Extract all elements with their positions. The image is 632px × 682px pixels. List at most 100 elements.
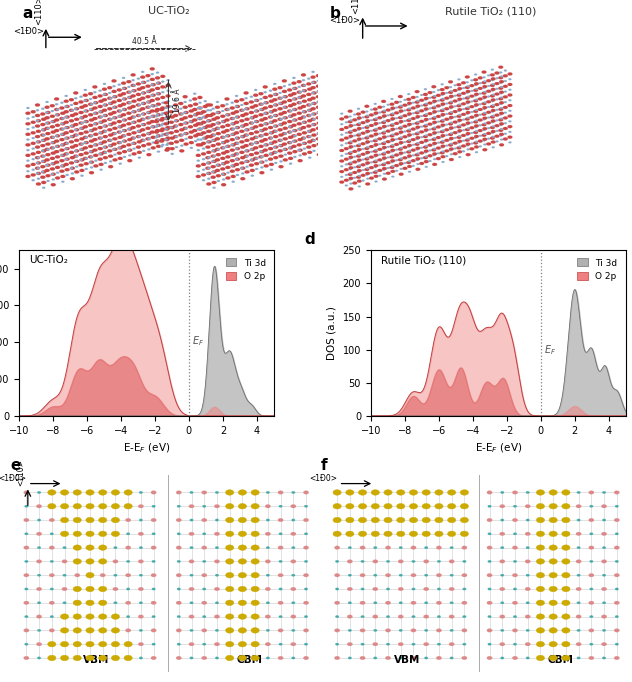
Circle shape bbox=[287, 99, 292, 102]
Circle shape bbox=[229, 106, 234, 110]
Circle shape bbox=[86, 600, 94, 606]
Circle shape bbox=[42, 155, 46, 157]
Circle shape bbox=[407, 144, 412, 147]
Circle shape bbox=[204, 121, 207, 123]
Circle shape bbox=[99, 132, 102, 134]
Circle shape bbox=[293, 119, 298, 121]
Circle shape bbox=[199, 117, 203, 119]
Circle shape bbox=[265, 138, 268, 140]
Circle shape bbox=[111, 143, 116, 146]
Circle shape bbox=[131, 152, 137, 155]
Circle shape bbox=[440, 140, 445, 144]
Circle shape bbox=[389, 155, 394, 158]
Circle shape bbox=[60, 133, 65, 136]
Circle shape bbox=[500, 614, 505, 619]
Circle shape bbox=[260, 145, 264, 147]
Circle shape bbox=[147, 117, 150, 119]
Circle shape bbox=[348, 145, 353, 148]
Circle shape bbox=[470, 111, 473, 113]
Circle shape bbox=[207, 178, 210, 180]
Circle shape bbox=[55, 156, 58, 158]
Circle shape bbox=[141, 113, 144, 115]
Circle shape bbox=[334, 656, 340, 659]
Circle shape bbox=[498, 87, 503, 90]
Circle shape bbox=[80, 128, 83, 130]
Circle shape bbox=[220, 146, 225, 149]
Circle shape bbox=[131, 121, 137, 124]
Circle shape bbox=[279, 533, 283, 535]
Circle shape bbox=[298, 107, 301, 109]
Circle shape bbox=[317, 143, 322, 146]
Circle shape bbox=[346, 490, 354, 495]
Circle shape bbox=[166, 105, 171, 108]
Circle shape bbox=[212, 160, 217, 163]
Circle shape bbox=[86, 490, 94, 495]
Circle shape bbox=[310, 76, 315, 78]
Circle shape bbox=[358, 517, 367, 523]
Circle shape bbox=[78, 143, 83, 146]
Circle shape bbox=[235, 115, 240, 119]
Circle shape bbox=[231, 138, 235, 140]
Circle shape bbox=[55, 145, 60, 148]
Circle shape bbox=[332, 123, 335, 125]
Circle shape bbox=[298, 86, 301, 88]
Circle shape bbox=[495, 119, 499, 121]
Circle shape bbox=[192, 129, 197, 132]
Circle shape bbox=[507, 136, 513, 138]
Circle shape bbox=[40, 113, 46, 116]
Circle shape bbox=[127, 117, 130, 119]
Circle shape bbox=[345, 153, 348, 155]
Circle shape bbox=[155, 115, 158, 117]
Circle shape bbox=[310, 86, 315, 89]
Circle shape bbox=[265, 149, 268, 151]
Circle shape bbox=[151, 490, 156, 494]
Circle shape bbox=[461, 145, 466, 147]
Circle shape bbox=[25, 143, 30, 147]
Circle shape bbox=[491, 109, 495, 112]
Circle shape bbox=[456, 83, 461, 86]
Circle shape bbox=[273, 114, 278, 117]
Circle shape bbox=[450, 153, 453, 155]
Circle shape bbox=[46, 164, 51, 167]
Circle shape bbox=[113, 122, 116, 124]
Circle shape bbox=[441, 113, 446, 116]
Circle shape bbox=[278, 629, 283, 632]
Circle shape bbox=[251, 559, 259, 564]
Circle shape bbox=[73, 517, 82, 523]
Circle shape bbox=[339, 128, 344, 131]
Circle shape bbox=[183, 116, 188, 119]
Circle shape bbox=[90, 114, 93, 116]
Circle shape bbox=[238, 642, 246, 647]
Circle shape bbox=[473, 110, 478, 113]
Circle shape bbox=[357, 139, 360, 141]
Circle shape bbox=[231, 170, 235, 173]
Circle shape bbox=[525, 614, 530, 619]
Circle shape bbox=[61, 614, 69, 619]
Circle shape bbox=[85, 147, 88, 149]
Circle shape bbox=[138, 115, 141, 117]
Circle shape bbox=[113, 111, 116, 113]
Circle shape bbox=[189, 505, 194, 508]
Circle shape bbox=[270, 147, 273, 149]
Circle shape bbox=[41, 150, 44, 152]
Circle shape bbox=[549, 531, 557, 537]
Circle shape bbox=[202, 560, 206, 563]
Circle shape bbox=[178, 134, 183, 136]
Circle shape bbox=[395, 170, 398, 172]
Circle shape bbox=[436, 157, 441, 160]
Circle shape bbox=[288, 136, 293, 139]
Circle shape bbox=[231, 153, 236, 157]
Circle shape bbox=[454, 95, 457, 97]
Circle shape bbox=[492, 83, 495, 85]
Circle shape bbox=[395, 149, 398, 151]
Circle shape bbox=[462, 98, 465, 100]
Circle shape bbox=[157, 130, 160, 132]
Circle shape bbox=[124, 503, 132, 509]
Circle shape bbox=[488, 615, 491, 618]
Circle shape bbox=[231, 143, 236, 147]
Circle shape bbox=[325, 76, 331, 80]
Circle shape bbox=[279, 108, 283, 110]
Circle shape bbox=[411, 113, 415, 114]
Circle shape bbox=[202, 518, 207, 522]
Circle shape bbox=[108, 123, 113, 126]
